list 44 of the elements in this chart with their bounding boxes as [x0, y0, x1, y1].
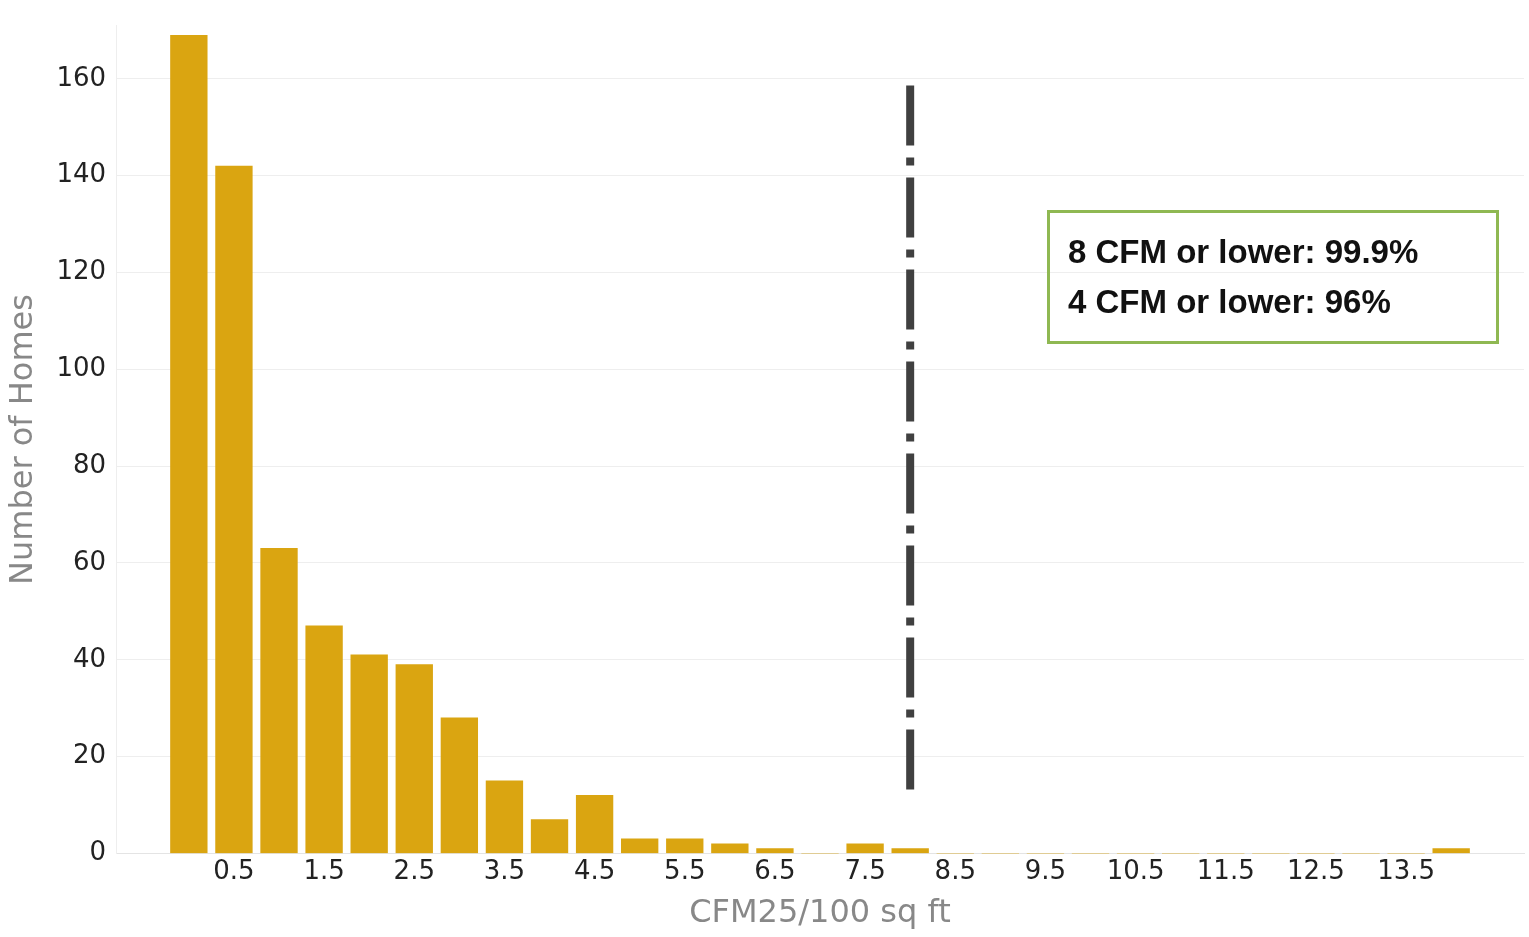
bar [260, 548, 298, 854]
y-tick-label: 160 [56, 61, 107, 92]
y-axis-title: Number of Homes [1, 294, 40, 585]
x-tick-label: 11.5 [1196, 854, 1255, 885]
annotation: 4 CFM or lower: 96% [1068, 282, 1392, 322]
bar [666, 838, 704, 854]
bar [891, 848, 929, 854]
y-tick-label: 140 [56, 158, 107, 189]
annotation: 8 CFM or lower: 99.9% [1068, 232, 1420, 272]
y-tick-label: 80 [72, 448, 107, 479]
bar [350, 654, 388, 854]
x-tick-label: 4.5 [573, 854, 616, 885]
x-tick-label: 8.5 [934, 854, 976, 885]
bar [530, 819, 569, 854]
bar [485, 780, 524, 854]
x-tick-label: 3.5 [483, 854, 526, 885]
x-tick-label: 1.5 [303, 854, 345, 885]
x-tick-label: 9.5 [1024, 854, 1067, 885]
x-tick-label: 13.5 [1377, 854, 1436, 885]
bar [395, 664, 433, 854]
x-tick-label: 5.5 [664, 854, 706, 885]
x-tick-label: 7.5 [844, 854, 886, 885]
bar [621, 838, 659, 854]
x-tick-label: 0.5 [213, 854, 255, 885]
x-tick-label: 12.5 [1286, 854, 1345, 885]
y-tick-label: 0 [89, 836, 107, 867]
y-tick-label: 100 [56, 352, 107, 383]
x-tick-label: 2.5 [393, 854, 435, 885]
bar [756, 848, 794, 854]
bar [1432, 848, 1470, 854]
bar [305, 625, 343, 854]
bar [846, 843, 884, 854]
x-tick-label: 6.5 [754, 854, 796, 885]
y-tick-label: 40 [72, 642, 107, 673]
bar [215, 165, 253, 854]
bar [711, 843, 749, 854]
y-tick-label: 60 [72, 545, 107, 576]
bar [575, 794, 614, 854]
x-axis-title: CFM25/100 sq ft [689, 892, 951, 931]
bar [170, 34, 208, 854]
bar [440, 717, 479, 854]
x-tick-label: 10.5 [1106, 854, 1165, 885]
y-tick-label: 120 [56, 255, 107, 286]
y-tick-label: 20 [72, 739, 107, 770]
